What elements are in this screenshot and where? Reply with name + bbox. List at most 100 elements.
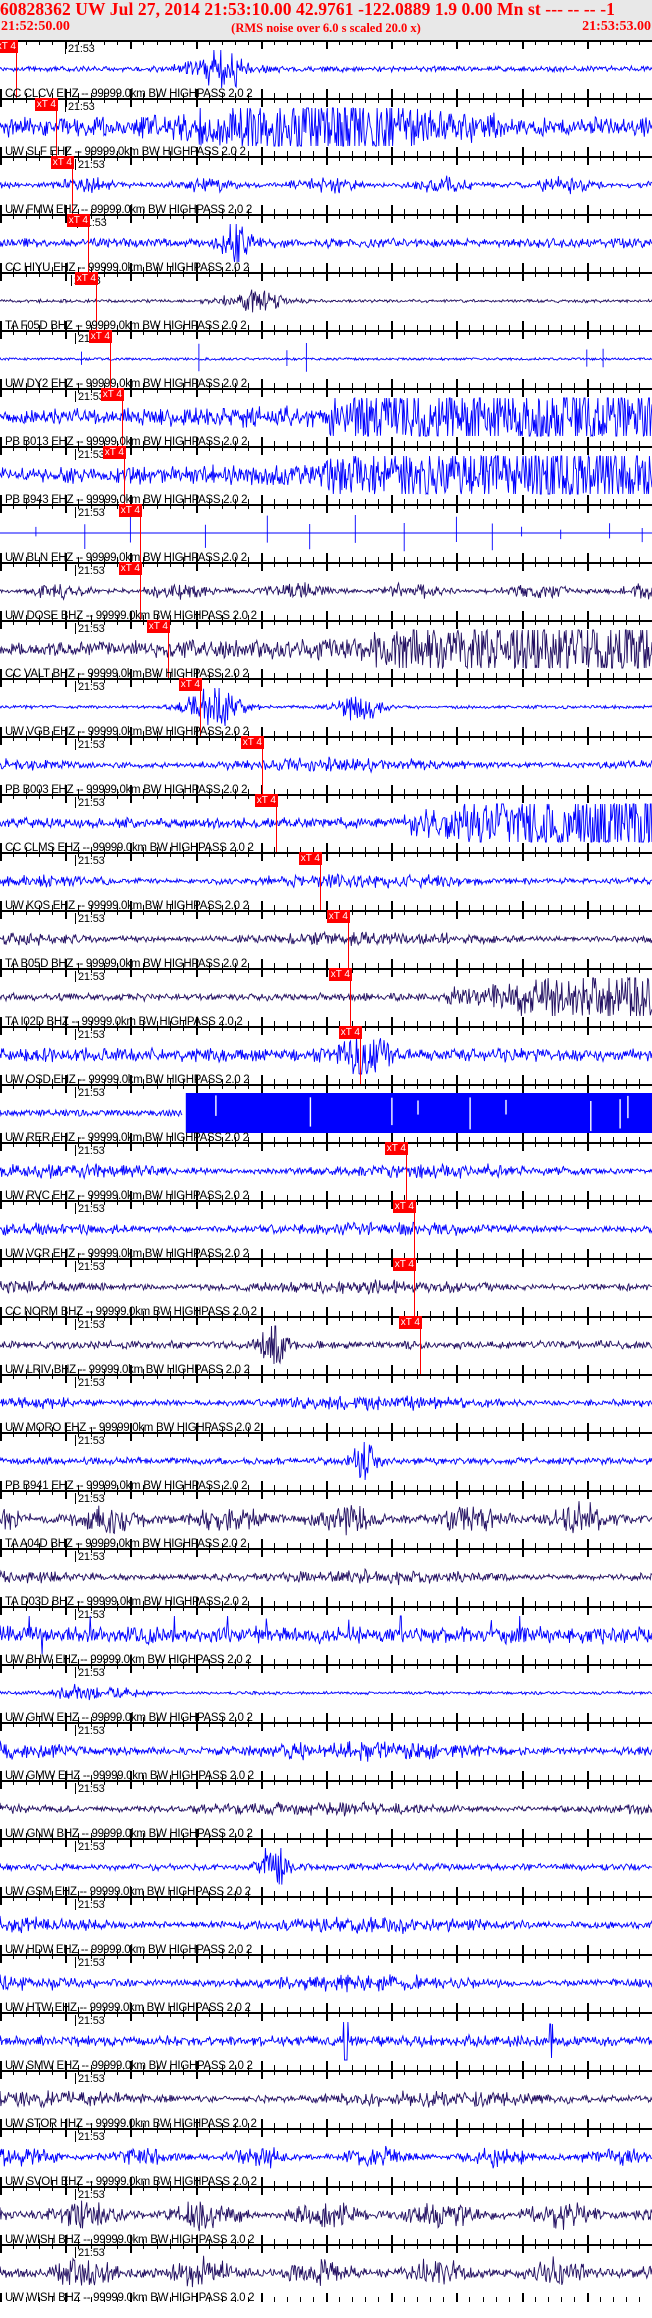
time-tick bbox=[352, 98, 353, 103]
trace-row[interactable]: 21:53xT 4CC CLCV EHZ -- 99999.0km BW HIG… bbox=[0, 40, 652, 98]
trace-row[interactable]: 21:53 UW STOR HHZ -- 99999.0km BW HIGHPAS… bbox=[0, 2070, 652, 2128]
trace-row[interactable]: 21:53 UW GSM EHZ -- 99999.0km BW HIGHPASS… bbox=[0, 1838, 652, 1896]
trace-row[interactable]: 21:53 xT 4 UW KOS EHZ -- 99999.0km BW HIGH… bbox=[0, 852, 652, 910]
trace-row[interactable]: 21:53 xT 4 UW OSD EHZ -- 99999.0km BW HIGH… bbox=[0, 1026, 652, 1084]
time-label: 21:53 bbox=[78, 2189, 105, 2201]
time-tick bbox=[13, 852, 14, 857]
p-arrival-label: xT 4 bbox=[255, 794, 278, 807]
time-tick bbox=[326, 2119, 328, 2128]
time-tick bbox=[26, 1780, 27, 1785]
time-tick bbox=[235, 1432, 236, 1437]
time-tick bbox=[483, 1142, 484, 1147]
time-tick bbox=[561, 562, 562, 567]
trace-row[interactable]: 21:53 UW MORO EHZ -- 99999.0km BW HIGHPAS… bbox=[0, 1374, 652, 1432]
time-tick bbox=[300, 2128, 301, 2133]
trace-row[interactable]: 21:53 xT 4 UW RVC EHZ -- 99999.0km BW HIGH… bbox=[0, 1142, 652, 1200]
time-tick bbox=[391, 669, 393, 678]
p-arrival-marker[interactable]: xT 4 bbox=[314, 910, 350, 968]
trace-row[interactable]: 21:53 xT 4 TA B05D BHZ -- 99999.0km BW HIG… bbox=[0, 910, 652, 968]
p-arrival-marker[interactable]: xT 4 bbox=[380, 1258, 416, 1316]
trace-row[interactable]: 21:53 xT 4 UW SLF EHZ -- 99999.0km BW HIGH… bbox=[0, 98, 652, 156]
trace-row[interactable]: 21:53 xT 4 UW FMW EHZ -- 99999.0km BW HIGH… bbox=[0, 156, 652, 214]
time-tick bbox=[248, 852, 249, 857]
time-tick bbox=[574, 2128, 575, 2133]
trace-row[interactable]: 21:53 UW BHW EHZ -- 99999.0km BW HIGHPASS… bbox=[0, 1606, 652, 1664]
trace-row[interactable]: 21:53 UW RER EHZ -- 99999.0km BW HIGHPASS… bbox=[0, 1084, 652, 1142]
trace-row[interactable]: 21:53 xT 4 TA I02D BHZ -- 99999.0km BW HIG… bbox=[0, 968, 652, 1026]
time-tick bbox=[183, 794, 184, 799]
trace-row[interactable]: 21:53 PB B941 EHZ -- 99999.0km BW HIGHPAS… bbox=[0, 1432, 652, 1490]
time-tick bbox=[587, 89, 589, 98]
time-tick bbox=[261, 1316, 263, 1325]
time-tick bbox=[443, 968, 444, 973]
p-arrival-marker[interactable]: xT 4 bbox=[316, 968, 352, 1026]
trace-row[interactable]: 21:53 UW WISH BHZ -- 99999.0km BW HIGHPAS… bbox=[0, 2244, 652, 2302]
trace-row[interactable]: 21:53 UW HDW EHZ -- 99999.0km BW HIGHPASS… bbox=[0, 1896, 652, 1954]
time-tick bbox=[391, 1945, 393, 1954]
time-tick bbox=[326, 2061, 328, 2070]
time-tick bbox=[300, 910, 301, 915]
trace-row[interactable]: 21:53 TA D03D BHZ -- 99999.0km BW HIGHPAS… bbox=[0, 1548, 652, 1606]
time-tick bbox=[574, 678, 575, 683]
time-tick bbox=[183, 1316, 184, 1321]
time-tick bbox=[196, 1722, 198, 1731]
time-tick bbox=[326, 1133, 328, 1142]
time-tick bbox=[613, 910, 614, 915]
trace-row[interactable]: 21:53xT 4TA F05D BHZ -- 99999.0km BW HIG… bbox=[0, 272, 652, 330]
trace-row[interactable]: 21:53 UW WISH BHZ -- 99999.0km BW HIGHPAS… bbox=[0, 2186, 652, 2244]
time-tick bbox=[0, 678, 2, 687]
time-tick bbox=[183, 1490, 184, 1495]
time-tick bbox=[600, 794, 601, 799]
time-tick bbox=[587, 843, 589, 852]
trace-row[interactable]: 21:53 xT 4 CC CLMS EHZ -- 99999.0km BW HIG… bbox=[0, 794, 652, 852]
time-tick bbox=[509, 620, 510, 625]
trace-row[interactable]: 21:53 UW GHW EHZ -- 99999.0km BW HIGHPASS… bbox=[0, 1664, 652, 1722]
trace-row[interactable]: 21:53 xT 4 CC NORM BHZ -- 99999.0km BW HIG… bbox=[0, 1258, 652, 1316]
p-arrival-marker[interactable]: xT 4 bbox=[380, 1200, 416, 1258]
trace-row[interactable]: 21:53 xT 4 UW VGB EHZ -- 99999.0km BW HIGH… bbox=[0, 678, 652, 736]
time-tick bbox=[287, 1722, 288, 1727]
trace-row[interactable]: 21:53 xT 4 PB B013 EHZ -- 99999.0km BW HIG… bbox=[0, 388, 652, 446]
trace-row[interactable]: 21:53 UW GNW BHZ -- 99999.0km BW HIGHPASS… bbox=[0, 1780, 652, 1838]
time-tick bbox=[378, 1490, 379, 1495]
p-arrival-marker[interactable]: xT 4 bbox=[372, 1142, 408, 1200]
time-tick bbox=[339, 2070, 340, 2075]
time-tick bbox=[52, 272, 53, 277]
p-arrival-marker[interactable]: xT 4 bbox=[326, 1026, 362, 1084]
trace-row[interactable]: 21:53 xT 4 PB B943 EHZ -- 99999.0km BW HIG… bbox=[0, 446, 652, 504]
trace-row[interactable]: 21:53 xT 4 CC HIYU EHZ -- 99999.0km BW HIG… bbox=[0, 214, 652, 272]
time-tick bbox=[287, 1606, 288, 1611]
time-tick bbox=[509, 388, 510, 393]
trace-row[interactable]: 21:53 xT 4 UW VCR EHZ -- 99999.0km BW HIGH… bbox=[0, 1200, 652, 1258]
p-arrival-label: xT 4 bbox=[179, 678, 202, 691]
time-tick bbox=[183, 910, 184, 915]
time-tick bbox=[287, 2012, 288, 2017]
trace-row[interactable]: 21:53 xT 4 CC VALT BHZ -- 99999.0km BW HIG… bbox=[0, 620, 652, 678]
trace-row[interactable]: 21:53 xT 4 PB B003 EHZ -- 99999.0km BW HIG… bbox=[0, 736, 652, 794]
time-tick bbox=[430, 1084, 431, 1089]
time-tick bbox=[456, 504, 458, 513]
time-tick bbox=[65, 1722, 67, 1731]
trace-row[interactable]: 21:53 UW SMW EHZ -- 99999.0km BW HIGHPASS… bbox=[0, 2012, 652, 2070]
time-tick bbox=[391, 1432, 393, 1441]
time-tick bbox=[417, 1200, 418, 1205]
p-arrival-marker[interactable]: xT 4 bbox=[286, 852, 322, 910]
time-tick bbox=[548, 1258, 549, 1263]
time-tick bbox=[326, 1307, 328, 1316]
trace-row[interactable]: 21:53 UW HTW EHZ -- 99999.0km BW HIGHPASS… bbox=[0, 1954, 652, 2012]
trace-row[interactable]: 21:53 xT 4 UW BLN EHZ -- 99999.0km BW HIGH… bbox=[0, 504, 652, 562]
trace-row[interactable]: 21:53 xT 4 UW LRIV BHZ -- 99999.0km BW HIG… bbox=[0, 1316, 652, 1374]
time-tick bbox=[391, 1771, 393, 1780]
trace-row[interactable]: 21:53 xT 4 UW DOSE BHZ -- 99999.0km BW HIG… bbox=[0, 562, 652, 620]
p-arrival-marker[interactable]: xT 4 bbox=[386, 1316, 422, 1374]
time-tick bbox=[587, 2186, 589, 2195]
time-tick bbox=[430, 98, 431, 103]
trace-row[interactable]: 21:53 UW SVOH EHZ -- 99999.0km BW HIGHPAS… bbox=[0, 2128, 652, 2186]
time-tick bbox=[52, 2012, 53, 2017]
trace-row[interactable]: 21:53xT 4UW DY2 EHZ -- 99999.0km BW HIGH… bbox=[0, 330, 652, 388]
time-tick bbox=[274, 1954, 275, 1959]
p-arrival-label: xT 4 bbox=[385, 1142, 408, 1155]
trace-row[interactable]: 21:53 UW GMW EHZ -- 99999.0km BW HIGHPASS… bbox=[0, 1722, 652, 1780]
trace-row[interactable]: 21:53 TA A04D BHZ -- 99999.0km BW HIGHPAS… bbox=[0, 1490, 652, 1548]
time-tick bbox=[561, 968, 562, 973]
